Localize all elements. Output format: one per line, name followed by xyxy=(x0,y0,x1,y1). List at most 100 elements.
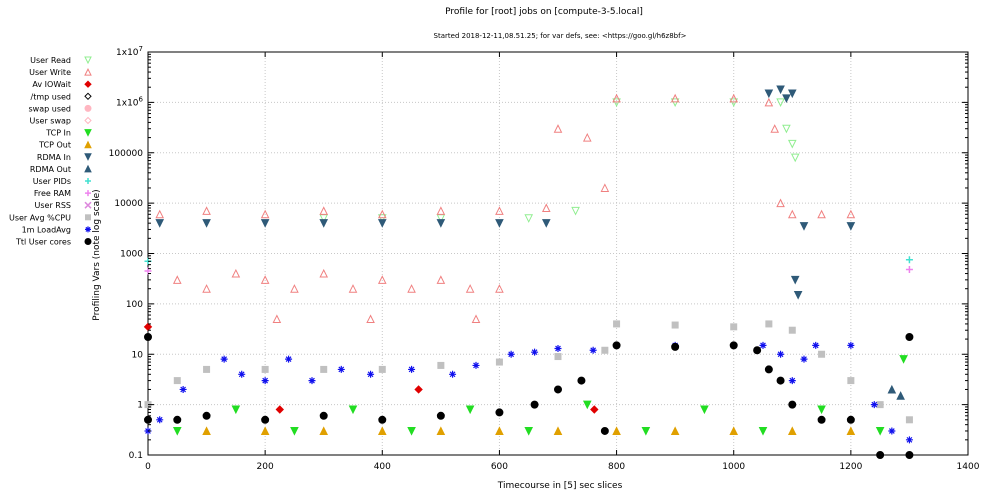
point-user-write xyxy=(436,206,446,215)
point-rdma-in xyxy=(319,219,329,228)
legend-label-av-iowait: Av IOWait xyxy=(32,80,71,89)
chart-subtitle: Started 2018-12-11,08.51.25; for var def… xyxy=(434,32,687,40)
point-1m-loadavg xyxy=(870,401,878,409)
legend-label-user-read: User Read xyxy=(30,56,71,65)
point-tcp-out xyxy=(670,426,680,435)
legend-marker-rdma-in xyxy=(84,153,92,161)
legend-label-swap-used: swap used xyxy=(29,104,71,113)
x-tick-label: 200 xyxy=(257,462,274,472)
point-1m-loadavg xyxy=(238,370,246,378)
legend-marker-user-read xyxy=(84,56,92,65)
point-user-write xyxy=(407,284,416,293)
point-1m-loadavg xyxy=(449,370,457,378)
point-user-read xyxy=(776,98,785,107)
point-ttl-user-cores xyxy=(817,415,826,424)
point-user-write xyxy=(272,314,282,324)
series-user-write xyxy=(155,93,856,324)
point-user-write xyxy=(366,314,375,324)
point-user-avg-cpu xyxy=(203,365,211,373)
point-rdma-in xyxy=(787,89,797,99)
legend-label-1m-loadavg: 1m LoadAvg xyxy=(22,225,71,234)
point-tcp-out xyxy=(612,426,621,435)
point-user-write xyxy=(817,209,826,219)
point-user-write xyxy=(202,206,211,215)
point-1m-loadavg xyxy=(156,416,164,424)
point-rdma-in xyxy=(782,94,791,104)
point-tcp-in xyxy=(641,426,651,436)
y-axis-label: Profiling Vars (note log scale) xyxy=(92,189,102,320)
point-tcp-in xyxy=(524,426,534,436)
point-user-avg-cpu xyxy=(495,358,503,366)
point-rdma-in xyxy=(377,219,387,228)
point-user-write xyxy=(319,268,329,278)
point-user-write xyxy=(787,209,797,219)
point-tcp-out xyxy=(495,426,504,435)
point-user-read xyxy=(571,206,580,216)
point-1m-loadavg xyxy=(589,346,597,354)
point-ttl-user-cores xyxy=(378,415,387,424)
point-user-write xyxy=(436,275,446,284)
point-1m-loadavg xyxy=(220,355,228,363)
point-tcp-in xyxy=(172,426,182,436)
y-tick-label: 10 xyxy=(132,350,144,360)
point-tcp-out xyxy=(846,426,856,435)
axes-layer: 0 200 400 600 800 1000 1200 1400 0.1 1 10 100 1000 10… xyxy=(109,45,980,472)
legend-label-user-swap: User swap xyxy=(30,117,71,126)
point-tcp-in xyxy=(817,405,826,415)
point-tcp-in xyxy=(348,405,358,415)
point-tcp-out xyxy=(202,426,211,435)
point-ttl-user-cores xyxy=(612,341,621,350)
point-1m-loadavg xyxy=(905,436,913,444)
point-1m-loadavg xyxy=(759,341,767,349)
point-tcp-in xyxy=(875,426,885,436)
y-tick-label: 1 xyxy=(137,401,143,411)
y-tick-label: 100000 xyxy=(109,149,144,159)
point-user-avg-cpu xyxy=(173,377,181,385)
point-user-write xyxy=(377,275,387,284)
point-av-iowait xyxy=(275,405,284,414)
point-ttl-user-cores xyxy=(202,411,211,420)
point-user-write xyxy=(290,284,299,293)
point-user-avg-cpu xyxy=(554,353,562,361)
point-tcp-out xyxy=(436,426,446,435)
legend-marker-user-avg-cpu xyxy=(85,214,91,221)
point-ttl-user-cores xyxy=(776,376,785,385)
point-user-avg-cpu xyxy=(261,365,269,373)
point-1m-loadavg xyxy=(367,370,375,378)
point-tcp-in xyxy=(899,355,908,364)
point-user-write xyxy=(348,284,358,293)
plot-area xyxy=(147,51,969,456)
legend-marker-av-iowait xyxy=(84,80,92,88)
point-user-read xyxy=(790,153,800,163)
x-axis-label: Timecourse in [5] sec slices xyxy=(497,481,623,491)
legend-marker-swap-used xyxy=(84,104,92,112)
point-tcp-out xyxy=(319,426,329,435)
point-user-avg-cpu xyxy=(671,321,679,329)
legend-marker-user-write xyxy=(84,67,92,76)
point-rdma-in xyxy=(436,219,446,228)
point-rdma-in xyxy=(764,89,774,99)
series-user-avg-cpu xyxy=(144,320,913,424)
point-1m-loadavg xyxy=(179,385,187,393)
y-tick-label: 1000 xyxy=(120,250,143,260)
point-user-avg-cpu xyxy=(320,365,328,373)
point-user-write xyxy=(172,275,182,284)
legend-marker-rdma-out xyxy=(84,164,92,173)
x-tick-label: 600 xyxy=(491,462,508,472)
point-tcp-in xyxy=(290,426,299,436)
point-user-write xyxy=(465,284,475,293)
legend-marker-1m-loadavg xyxy=(85,226,91,233)
point-1m-loadavg xyxy=(261,377,269,385)
series-rdma-out xyxy=(887,384,905,400)
point-tcp-in xyxy=(582,400,592,410)
x-tick-label: 400 xyxy=(374,462,391,472)
point-user-avg-cpu xyxy=(765,320,773,328)
legend-label-tmp-used: /tmp used xyxy=(31,92,71,101)
legend-label-user-rss: User RSS xyxy=(35,201,72,210)
point-user-avg-cpu xyxy=(876,401,884,409)
point-rdma-in xyxy=(495,219,504,228)
point-1m-loadavg xyxy=(308,377,316,385)
point-tcp-in xyxy=(700,405,709,415)
point-rdma-in xyxy=(776,85,785,95)
